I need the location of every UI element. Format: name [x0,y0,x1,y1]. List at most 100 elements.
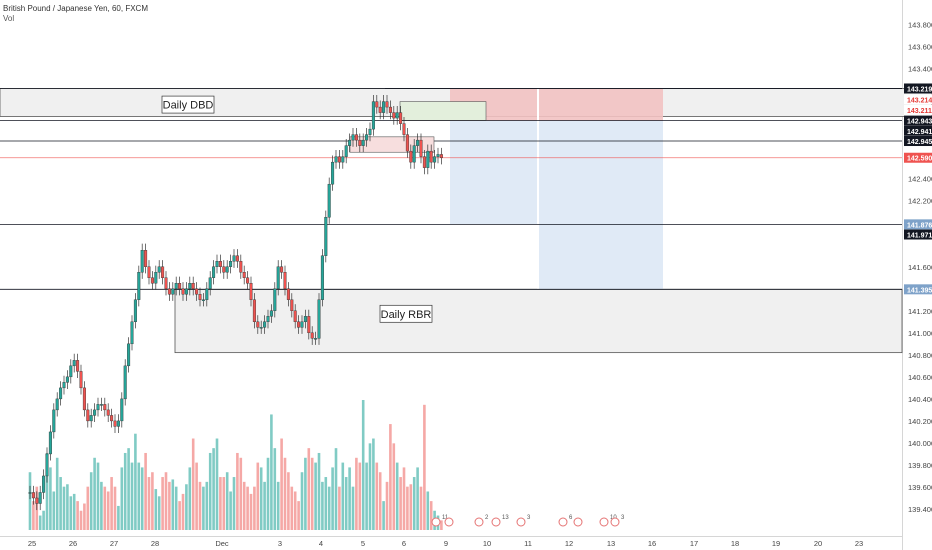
volume-bar [134,433,137,530]
price-tag-bg [904,284,932,295]
volume-bar [86,486,90,530]
volume-bar [164,472,168,530]
volume-bar [93,457,96,530]
volume-bar [402,467,406,530]
volume-bar [151,472,154,530]
event-marker-icon [610,517,620,527]
volume-bar [429,501,433,530]
candle-body [161,266,165,278]
volume-bar [276,481,280,530]
candle-body [375,101,379,108]
candle-body [249,283,253,300]
candle-body [181,288,185,295]
candle-body [358,139,362,146]
volume-bar [120,467,124,530]
candle-body [341,156,345,163]
candle-body [147,266,151,278]
candle-body [150,277,154,284]
volume-bar [178,501,181,530]
price-tag-label: 143.211 [907,108,932,115]
event-marker-icon [491,517,501,527]
price-tag-label: 142.941 [907,129,932,136]
x-tick-label: 5 [361,539,365,548]
volume-bar [293,491,297,530]
x-tick-label: Dec [215,539,229,548]
volume-bar [338,486,341,530]
y-tick-label: 143.600 [908,43,932,52]
candle-body [116,420,120,427]
candle-body [205,288,209,300]
candle-body [331,161,335,185]
y-tick-label: 140.600 [908,373,932,382]
candle-body [113,420,117,427]
volume-bar [283,457,287,530]
candle-body [167,288,171,295]
volume-bar [174,486,178,530]
candle-body [429,150,433,163]
candle-body [402,123,406,135]
volume-bar [412,477,416,530]
candle-body [106,409,110,416]
candle-body [317,299,321,339]
candle-body [395,112,399,119]
candle-body [110,415,114,422]
zone-label-box-0 [161,95,215,114]
candle-body [72,360,76,367]
candle-body [171,288,175,295]
candle-body [334,156,338,163]
candle-body [174,283,178,289]
volume-bar [195,462,198,530]
x-tick-label: 17 [690,539,698,548]
candle-body [310,332,314,339]
volume-bar [263,481,266,530]
volume-bar [140,467,144,530]
volume-bar [171,479,175,530]
candle-body [184,288,188,295]
price-tag-bg [904,219,932,230]
price-tag-label: 141.971 [907,232,932,239]
candle-body [55,398,59,411]
volume-bar [307,448,311,530]
volume-bar [96,462,100,530]
candle-body [378,106,382,113]
volume-bar [317,452,321,530]
event-marker-count: 2 [485,515,489,521]
volume-bar [110,477,113,530]
volume-bar [83,503,86,530]
candle-body [232,255,236,262]
volume-bar [351,486,355,530]
volume-bar [42,510,45,530]
candle-body [273,288,277,311]
volume-bar [89,472,93,530]
candle-body [297,321,301,328]
candle-body [123,365,127,400]
volume-bar [52,491,56,530]
candle-body [89,415,93,422]
volume-bar [327,486,331,530]
volume-bar [259,467,263,530]
candle-body [195,288,199,295]
candle-body [157,266,161,273]
event-marker-icon [431,517,441,527]
volume-bar [222,477,226,530]
zone-label-box-1 [379,304,433,323]
candle-body [422,156,426,168]
candle-body [82,387,86,411]
volume-bar [154,489,158,530]
volume-bar [191,438,195,530]
x-tick-label: 19 [772,539,780,548]
volume-bar [334,448,338,530]
volume-bar [45,452,49,530]
volume-bar [117,505,120,530]
candle-body [365,134,369,141]
volume-bar [365,462,368,530]
x-tick-label: 23 [855,539,863,548]
event-marker-icon [573,517,583,527]
candle-body [99,404,103,406]
volume-bar [392,443,396,530]
position-stop-box-1 [538,88,663,121]
volume-bar [232,477,236,530]
candle-body [38,492,42,504]
